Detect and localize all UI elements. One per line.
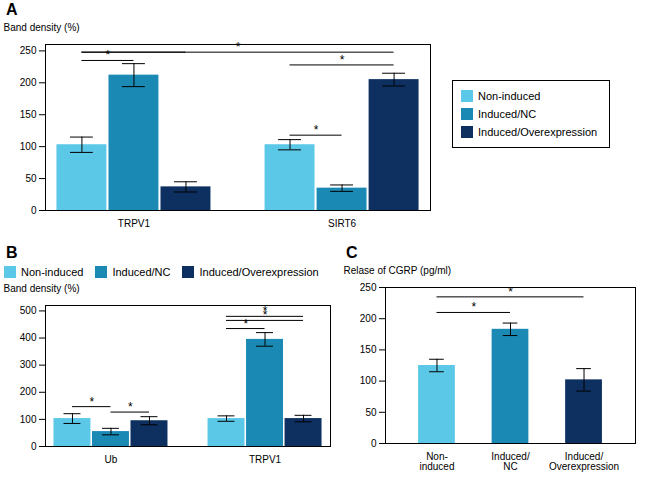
svg-text:TRPV1: TRPV1 xyxy=(118,218,151,229)
svg-text:*: * xyxy=(106,48,111,62)
html-text:Induced/Overexpression: Induced/Overexpression xyxy=(199,266,319,278)
svg-text:Induced/Overexpression: Induced/Overexpression xyxy=(549,451,619,472)
svg-text:200: 200 xyxy=(360,313,377,324)
svg-text:Ub: Ub xyxy=(105,454,118,465)
svg-text:250: 250 xyxy=(360,282,377,293)
svg-text:Relase of CGRP (pg/ml): Relase of CGRP (pg/ml) xyxy=(344,265,452,276)
svg-text:*: * xyxy=(471,300,476,314)
svg-text:150: 150 xyxy=(360,344,377,355)
svg-text:*: * xyxy=(314,123,319,137)
svg-text:*: * xyxy=(89,395,94,409)
svg-text:50: 50 xyxy=(25,173,37,184)
svg-text:*: * xyxy=(340,53,345,67)
html-text:A: A xyxy=(6,1,18,18)
svg-text:0: 0 xyxy=(371,438,377,449)
svg-text:*: * xyxy=(236,40,241,54)
svg-text:Induced/NC: Induced/NC xyxy=(491,451,530,472)
svg-text:200: 200 xyxy=(20,77,37,88)
svg-text:Non-induced: Non-induced xyxy=(419,451,454,472)
html-text:B: B xyxy=(6,244,18,261)
svg-text:250: 250 xyxy=(20,45,37,56)
svg-text:*: * xyxy=(508,285,513,299)
html-text:Induced/NC: Induced/NC xyxy=(112,266,171,278)
svg-text:200: 200 xyxy=(20,386,37,397)
svg-text:0: 0 xyxy=(31,205,37,216)
svg-text:100: 100 xyxy=(20,414,37,425)
svg-text:100: 100 xyxy=(20,141,37,152)
svg-text:400: 400 xyxy=(20,332,37,343)
svg-text:TRPV1: TRPV1 xyxy=(249,454,282,465)
svg-text:*: * xyxy=(243,317,248,331)
svg-text:300: 300 xyxy=(20,359,37,370)
svg-text:500: 500 xyxy=(20,305,37,316)
svg-text:*: * xyxy=(263,304,268,318)
html-text:Non-induced: Non-induced xyxy=(21,266,84,278)
svg-text:SIRT6: SIRT6 xyxy=(328,218,357,229)
svg-text:Band density (%): Band density (%) xyxy=(4,283,80,294)
svg-text:*: * xyxy=(128,400,133,414)
svg-text:150: 150 xyxy=(20,109,37,120)
svg-text:50: 50 xyxy=(365,407,377,418)
html-text:C: C xyxy=(346,244,358,261)
html-text:Non-induced: Non-induced xyxy=(478,90,541,102)
html-text:Induced/NC: Induced/NC xyxy=(478,108,537,120)
svg-text:100: 100 xyxy=(360,375,377,386)
svg-text:0: 0 xyxy=(31,441,37,452)
html-text:Induced/Overexpression: Induced/Overexpression xyxy=(478,126,598,138)
svg-text:Band density (%): Band density (%) xyxy=(4,22,80,33)
